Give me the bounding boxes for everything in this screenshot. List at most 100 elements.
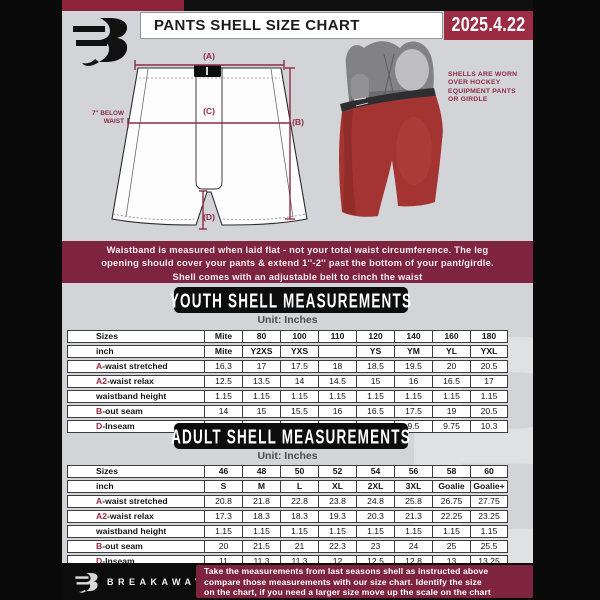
youth-measurements-table: Sizes Mite 80 100 110 120 140 160 180 inch Mite Y2X… <box>67 328 508 435</box>
value-cell: 15.5 <box>280 405 318 418</box>
below-waist-note: 7'' BELOW WAIST <box>91 110 124 125</box>
value-cell: 17.5 <box>280 360 318 373</box>
value-cell: 25 <box>432 540 470 553</box>
size-chart-page: B PANTS SHELL SIZE CHART 2025.4.22 <box>62 0 533 600</box>
value-cell: 50 <box>280 465 318 478</box>
value-cell: 3XL <box>394 480 432 493</box>
value-cell: 20.8 <box>204 495 242 508</box>
value-cell: L <box>280 480 318 493</box>
value-cell: 25.8 <box>394 495 432 508</box>
shell-photo <box>339 41 443 217</box>
table-row: inch S M L XL 2XL 3XL Goalie Goalie+ <box>67 480 508 493</box>
youth-section-badge: YOUTH SHELL MEASUREMENTS <box>169 287 413 313</box>
date-text: 2025.4.22 <box>451 14 526 36</box>
table-row: A2-waist relax 12.5 13.5 14 14.5 15 16 16.5 17 <box>67 375 508 388</box>
value-cell: 1.15 <box>356 390 394 403</box>
date-badge: 2025.4.22 <box>444 11 533 40</box>
value-cell: 20 <box>204 540 242 553</box>
shell-caption: SHELLS ARE WORN OVER HOCKEY EQUIPMENT PA… <box>448 71 518 103</box>
table-row: B-out seam 20 21.5 21 22.3 23 24 25 25.5 <box>67 540 508 553</box>
value-cell: 56 <box>394 465 432 478</box>
value-cell <box>318 345 356 358</box>
value-cell: XL <box>318 480 356 493</box>
adult-unit-label: Unit: Inches <box>257 450 318 462</box>
value-cell: 17.3 <box>204 510 242 523</box>
value-cell: 1.15 <box>470 390 508 403</box>
value-cell: 25.5 <box>470 540 508 553</box>
value-cell: 1.15 <box>280 525 318 538</box>
value-cell: 23 <box>356 540 394 553</box>
value-cell: 60 <box>470 465 508 478</box>
value-cell: 58 <box>432 465 470 478</box>
value-cell: 18.3 <box>242 510 280 523</box>
value-cell: 24.8 <box>356 495 394 508</box>
breakaway-b-logo-icon <box>73 18 128 66</box>
adult-measurements-table: Sizes 46 48 50 52 54 56 58 60 inch S M L XL 2XL 3XL Goal… <box>67 463 508 570</box>
value-cell: YXS <box>280 345 318 358</box>
value-cell: Y2XS <box>242 345 280 358</box>
value-cell: 110 <box>318 330 356 343</box>
value-cell: 100 <box>280 330 318 343</box>
table-row: Sizes Mite 80 100 110 120 140 160 180 <box>67 330 508 343</box>
value-cell: 1.15 <box>204 525 242 538</box>
value-cell: 16 <box>394 375 432 388</box>
table-row: A2-waist relax 17.3 18.3 18.3 19.3 20.3 21.3 22… <box>67 510 508 523</box>
table-row: Sizes 46 48 50 52 54 56 58 60 <box>67 465 508 478</box>
footer-instructions: Take the measurements from last seasons … <box>196 565 533 598</box>
row-label: A-waist stretched <box>67 495 204 508</box>
value-cell: 2XL <box>356 480 394 493</box>
value-cell: YS <box>356 345 394 358</box>
value-cell: 19.5 <box>394 360 432 373</box>
value-cell: 1.15 <box>318 390 356 403</box>
value-cell: 9.75 <box>432 420 470 433</box>
value-cell: 46 <box>204 465 242 478</box>
value-cell: M <box>242 480 280 493</box>
top-bar-accent <box>62 0 184 11</box>
value-cell: 19.3 <box>318 510 356 523</box>
value-cell: 22.8 <box>280 495 318 508</box>
value-cell: 120 <box>356 330 394 343</box>
row-label: B-out seam <box>67 540 204 553</box>
row-label: D-Inseam <box>67 420 204 433</box>
value-cell: YM <box>394 345 432 358</box>
value-cell: Goalie+ <box>470 480 508 493</box>
value-cell: 14 <box>280 375 318 388</box>
value-cell: Mite <box>204 330 242 343</box>
row-label: B-out seam <box>67 405 204 418</box>
value-cell: 21.3 <box>394 510 432 523</box>
value-cell: 180 <box>470 330 508 343</box>
value-cell: 15 <box>242 405 280 418</box>
value-cell: 21.8 <box>242 495 280 508</box>
value-cell: 20.5 <box>470 360 508 373</box>
value-cell: 14.5 <box>318 375 356 388</box>
belt-buckle-icon <box>194 65 221 77</box>
measure-label-d: (D) <box>203 212 215 222</box>
value-cell: 1.15 <box>318 525 356 538</box>
value-cell: 12.5 <box>204 375 242 388</box>
value-cell: 1.15 <box>432 525 470 538</box>
value-cell: 1.15 <box>356 525 394 538</box>
measure-label-a: (A) <box>203 51 215 61</box>
table-row: A-waist stretched 16.3 17 17.5 18 18.5 19.5 20 2… <box>67 360 508 373</box>
value-cell: 20.5 <box>470 405 508 418</box>
value-cell: 19 <box>432 405 470 418</box>
breakaway-b-logo-small-icon <box>75 573 98 593</box>
table-row: inch Mite Y2XS YXS YS YM YL YXL <box>67 345 508 358</box>
row-label: waistband height <box>67 390 204 403</box>
value-cell: Mite <box>204 345 242 358</box>
value-cell: 18.5 <box>356 360 394 373</box>
measure-label-c: (C) <box>203 106 215 116</box>
measure-label-b: (B) <box>292 117 304 127</box>
value-cell: 23.8 <box>318 495 356 508</box>
value-cell: 1.15 <box>394 390 432 403</box>
adult-section-badge: ADULT SHELL MEASUREMENTS <box>171 423 411 449</box>
value-cell: 17 <box>242 360 280 373</box>
value-cell: 1.15 <box>204 390 242 403</box>
page-title-text: PANTS SHELL SIZE CHART <box>154 17 360 34</box>
footer-bar: BREAKAWAY Take the measurements from las… <box>62 563 533 600</box>
value-cell: 14 <box>204 405 242 418</box>
shorts-outline <box>111 67 308 226</box>
value-cell: S <box>204 480 242 493</box>
value-cell: 140 <box>394 330 432 343</box>
